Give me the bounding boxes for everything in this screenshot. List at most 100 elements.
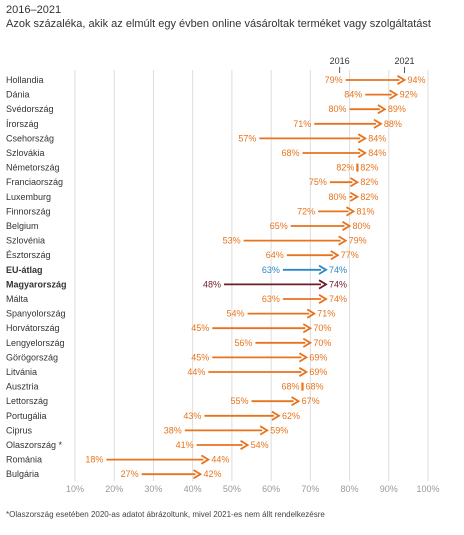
x-tick-label: 10% [66,484,84,494]
change-arrow-head [330,250,340,261]
value-label-2021: 84% [368,133,386,143]
country-label: Litvánia [6,367,37,377]
value-label-2016: 84% [344,90,362,100]
value-label-2016: 44% [187,367,205,377]
value-label-2021: 70% [313,323,331,333]
country-label: Lettország [6,396,48,406]
data-row: Írország 71% 88% [6,119,402,129]
chart-footnote: *Olaszország esetében 2020-as adatot ábr… [6,510,325,519]
country-label: Románia [6,455,42,465]
country-label: Hollandia [6,75,44,85]
value-label-2021: 84% [368,148,386,158]
change-arrow-head [302,323,313,334]
value-label-2021: 81% [356,206,374,216]
value-label-2016: 63% [262,265,280,275]
data-row: Svédország 80% 89% [6,104,406,114]
data-row: Horvátország 45% 70% [6,323,331,333]
country-label: Ausztria [6,382,39,392]
x-axis-ticks: 10% 20% 30% 40% 50% 60% 70% 80% 90% 100% [66,484,440,494]
x-tick-label: 50% [223,484,241,494]
country-label: Magyarország [6,279,67,289]
country-label: Olaszország * [6,440,63,450]
country-label: Csehország [6,133,54,143]
x-tick-label: 100% [416,484,439,494]
value-label-2021: 79% [349,236,367,246]
change-arrow-head [338,235,348,246]
value-label-2016: 55% [230,396,248,406]
value-label-2016: 45% [191,323,209,333]
change-arrow-head [306,308,317,319]
data-row: Szlovákia 68% 84% [6,148,386,158]
value-label-2016: 38% [164,425,182,435]
value-label-2021: 70% [313,338,331,348]
value-label-2021: 69% [309,352,327,362]
value-label-2016: 79% [325,75,343,85]
value-label-2021: 59% [270,425,288,435]
country-label: Ciprus [6,425,33,435]
value-label-2021: 67% [302,396,320,406]
country-label: Dánia [6,90,30,100]
x-tick-label: 20% [105,484,123,494]
data-rows: Hollandia 79% 94% Dánia 84% 92% Svédország 80% 8… [6,75,425,479]
data-row: Magyarország 48% 74% [6,279,347,289]
data-row: Ciprus 38% 59% [6,425,288,435]
data-row: Luxemburg 80% 82% [6,192,378,202]
change-arrow-head [342,221,352,231]
value-label-2021: 42% [204,469,222,479]
value-label-2016: 75% [309,177,327,187]
period-headers: 2016 2021 [330,56,414,73]
change-arrow-head [318,264,328,275]
value-label-2021: 54% [251,440,269,450]
data-row: Csehország 57% 84% [6,133,386,143]
x-tick-label: 60% [262,484,280,494]
country-label: Németország [6,163,60,173]
data-row: EU-átlag 63% 74% [6,265,347,275]
data-row: Németország 82% 82% [6,163,378,173]
data-row: Dánia 84% 92% [6,90,418,100]
data-row: Ausztria 68% 68% [6,382,324,392]
data-row: Franciaország 75% 82% [6,177,378,187]
value-label-2016: 54% [227,309,245,319]
country-label: Franciaország [6,177,63,187]
change-arrow-head [298,367,309,377]
change-arrow-head [349,191,360,202]
value-label-2016: 68% [281,148,299,158]
data-row: Spanyolország 54% 71% [6,309,335,319]
data-row: Belgium 65% 80% [6,221,371,231]
value-label-2021: 80% [353,221,371,231]
x-tick-label: 80% [341,484,359,494]
country-label: Málta [6,294,28,304]
value-label-2021: 62% [282,411,300,421]
value-label-2021: 74% [329,279,347,289]
x-tick-label: 70% [301,484,319,494]
chart-title: Azok százaléka, akik az elmúlt egy évben… [6,18,431,30]
data-row: Románia 18% 44% [6,455,229,465]
value-label-2016: 57% [238,133,256,143]
chart-year-range: 2016–2021 [6,4,62,16]
value-label-2016: 68% [281,382,299,392]
data-row: Olaszország * 41% 54% [6,440,269,450]
value-label-2021: 69% [309,367,327,377]
value-label-2016: 80% [329,104,347,114]
country-label: Bulgária [6,469,39,479]
data-row: Hollandia 79% 94% [6,75,425,85]
country-label: Görögország [6,352,58,362]
change-arrow-head [389,89,399,100]
value-label-2021: 92% [400,90,418,100]
value-label-2021: 44% [211,455,229,465]
change-arrow-head [346,206,356,217]
value-label-2016: 82% [336,163,354,173]
value-label-2016: 41% [176,440,194,450]
country-label: Portugália [6,411,47,421]
value-label-2021: 94% [407,75,425,85]
change-arrow-head [349,177,360,188]
change-arrow-head [291,396,301,407]
value-label-2016: 56% [234,338,252,348]
value-label-2021: 88% [384,119,402,129]
data-row: Portugália 43% 62% [6,411,300,421]
data-row: Lengyelország 56% 70% [6,338,331,348]
change-arrow-head [357,133,367,144]
country-label: EU-átlag [6,265,43,275]
value-label-2016: 64% [266,250,284,260]
change-arrow-head [298,352,309,363]
